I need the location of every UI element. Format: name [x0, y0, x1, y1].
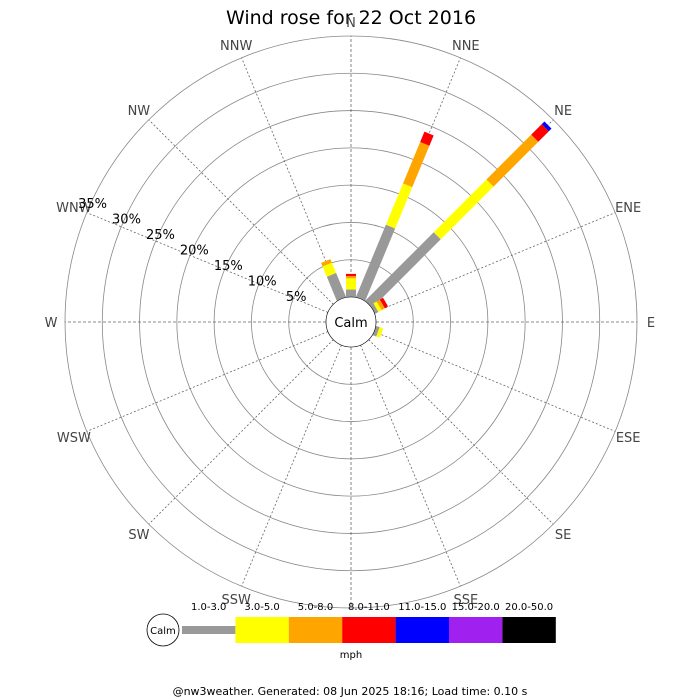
- grid-spoke: [148, 339, 334, 525]
- direction-label: ENE: [615, 201, 641, 216]
- grid-ring: [251, 222, 451, 422]
- grid-spoke: [360, 57, 461, 300]
- legend-swatch: [288, 617, 343, 643]
- legend-swatch: [235, 617, 289, 643]
- bar-segment-extra-ene-3: [379, 297, 389, 309]
- legend-unit: mph: [340, 650, 362, 661]
- grid-spoke: [360, 344, 461, 587]
- legend-bin-label: 8.0-11.0: [348, 602, 390, 613]
- bar-segment-nnw-2: [321, 259, 332, 267]
- bar-segment-ne-1: [433, 179, 494, 240]
- grid-ring: [176, 147, 526, 497]
- legend: Calm 1.0-3.0 3.0-5.0 5.0-8.0 8.0-11.0 11.0-15…: [146, 602, 556, 661]
- direction-label: SSE: [453, 593, 478, 608]
- bar-segment-nne-0: [355, 224, 396, 301]
- bar-segment-nnw-0: [326, 272, 347, 301]
- direction-label: E: [647, 316, 655, 331]
- ring-label: 30%: [112, 213, 141, 228]
- legend-bin-label: 15.0-20.0: [452, 602, 500, 613]
- direction-label: WSW: [57, 431, 91, 446]
- calm-circle: [325, 296, 377, 348]
- direction-label: ESE: [616, 431, 641, 446]
- bar-segment-extra-ese-1: [376, 327, 384, 338]
- calm-label: Calm: [334, 316, 367, 331]
- ring-label: 25%: [146, 228, 175, 243]
- grid-spoke: [241, 344, 342, 587]
- bar-segment-extra-ene-1: [373, 301, 382, 312]
- direction-label: NNE: [452, 39, 480, 54]
- legend-bin-label: 3.0-5.0: [244, 602, 279, 613]
- bar-segment-n-2: [346, 276, 356, 279]
- direction-label: NNW: [220, 39, 252, 54]
- direction-label: NE: [554, 104, 572, 119]
- bar-segment-n-0: [346, 289, 356, 297]
- legend-bin-label: 5.0-8.0: [298, 602, 333, 613]
- footer-text: @nw3weather. Generated: 08 Jun 2025 18:1…: [173, 685, 528, 698]
- ring-label: 5%: [286, 290, 307, 305]
- legend-swatch: [395, 617, 449, 643]
- bar-segment-nne-3: [420, 131, 434, 146]
- legend-swatch: [502, 617, 556, 643]
- grid-spoke: [241, 57, 342, 300]
- ring-label: 35%: [78, 197, 107, 212]
- grid-spoke: [373, 331, 616, 432]
- bar-segment-n-1: [346, 278, 356, 290]
- grid-spoke: [373, 212, 616, 313]
- labels: NNNENEENEEESESESSESSSWSWWSWWWNWNWNNW5%10…: [45, 16, 656, 631]
- legend-calm-label: Calm: [150, 626, 176, 637]
- bar-segment-extra-ese-0: [372, 325, 380, 337]
- legend-swatch: [449, 617, 503, 643]
- ring-label: 15%: [214, 259, 243, 274]
- grid-spoke: [148, 119, 334, 305]
- direction-label: SSW: [222, 593, 252, 608]
- grid-spoke: [86, 212, 329, 313]
- ring-label: 10%: [248, 275, 277, 290]
- bar-segment-extra-ene-0: [370, 303, 379, 314]
- legend-bin-label: 11.0-15.0: [398, 602, 446, 613]
- bar-segment-nne-2: [403, 141, 430, 188]
- grid-spoke: [86, 331, 329, 432]
- legend-bin-label: 20.0-50.0: [505, 602, 553, 613]
- direction-label: WNW: [56, 201, 92, 216]
- legend-swatch: [182, 626, 236, 634]
- bar-segment-extra-ene-2: [376, 299, 385, 311]
- chart-title: Wind rose for 22 Oct 2016: [226, 7, 476, 29]
- direction-label: SE: [555, 528, 571, 543]
- bar-segment-nne-1: [385, 183, 413, 229]
- direction-label: N: [346, 16, 356, 31]
- bar-segment-ne-2: [486, 134, 539, 187]
- legend-calm-circle: [146, 613, 180, 647]
- bar-segment-ne-4: [541, 121, 552, 132]
- direction-label: W: [45, 316, 58, 331]
- calm-circle-group: Calm: [325, 296, 377, 348]
- direction-label: NW: [128, 104, 151, 119]
- bar-segment-ne-3: [531, 124, 549, 142]
- grid-ring: [101, 72, 601, 572]
- bar-segment-nnw-1: [322, 262, 337, 277]
- bars: [321, 121, 552, 338]
- bar-segment-ne-0: [365, 232, 441, 308]
- ring-label: 20%: [180, 244, 209, 259]
- direction-label: SW: [128, 528, 149, 543]
- grid-spoke: [368, 339, 554, 525]
- legend-bin-label: 1.0-3.0: [191, 602, 226, 613]
- bar-segment-n-3: [346, 273, 356, 277]
- legend-swatch: [342, 617, 396, 643]
